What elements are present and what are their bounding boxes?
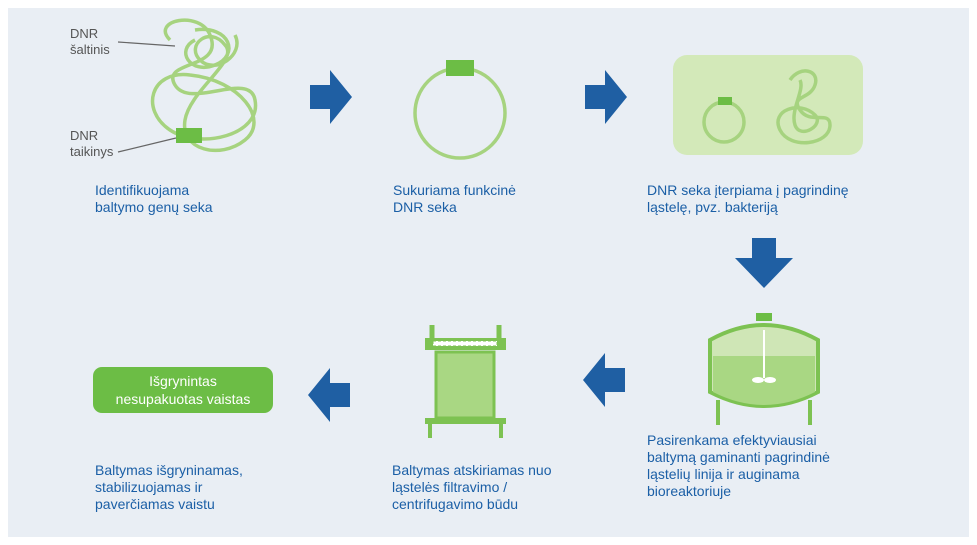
- label: DNR: [70, 128, 98, 143]
- label: šaltinis: [70, 42, 110, 57]
- caption: Baltymas išgryninamas,: [95, 462, 243, 478]
- caption: Identifikuojama: [95, 182, 189, 198]
- cell: [673, 55, 863, 155]
- caption: paverčiamas vaistu: [95, 496, 215, 512]
- caption: stabilizuojamas ir: [95, 479, 203, 495]
- caption: baltymą gaminanti pagrindinė: [647, 449, 830, 465]
- caption: DNR seka įterpiama į pagrindinę: [647, 182, 849, 198]
- caption: ląstelės filtravimo /: [392, 479, 507, 495]
- caption: Pasirenkama efektyviausiai: [647, 432, 817, 448]
- caption: Baltymas atskiriamas nuo: [392, 462, 552, 478]
- caption: ląstelę, pvz. bakteriją: [647, 199, 778, 215]
- caption: centrifugavimo būdu: [392, 496, 518, 512]
- caption: bioreaktoriuje: [647, 483, 731, 499]
- diagram: DNR šaltinis DNR taikinys Išgrynintas ne…: [0, 0, 977, 545]
- filter: [425, 325, 506, 438]
- label: taikinys: [70, 144, 114, 159]
- insert: [446, 60, 474, 76]
- insert: [718, 97, 732, 105]
- caption: DNR seka: [393, 199, 457, 215]
- caption: ląstelių linija ir auginama: [647, 466, 800, 482]
- caption: baltymo genų seka: [95, 199, 213, 215]
- caption: Sukuriama funkcinė: [393, 182, 516, 198]
- product-label: nesupakuotas vaistas: [116, 391, 251, 407]
- product-label: Išgrynintas: [149, 373, 217, 389]
- label: DNR: [70, 26, 98, 41]
